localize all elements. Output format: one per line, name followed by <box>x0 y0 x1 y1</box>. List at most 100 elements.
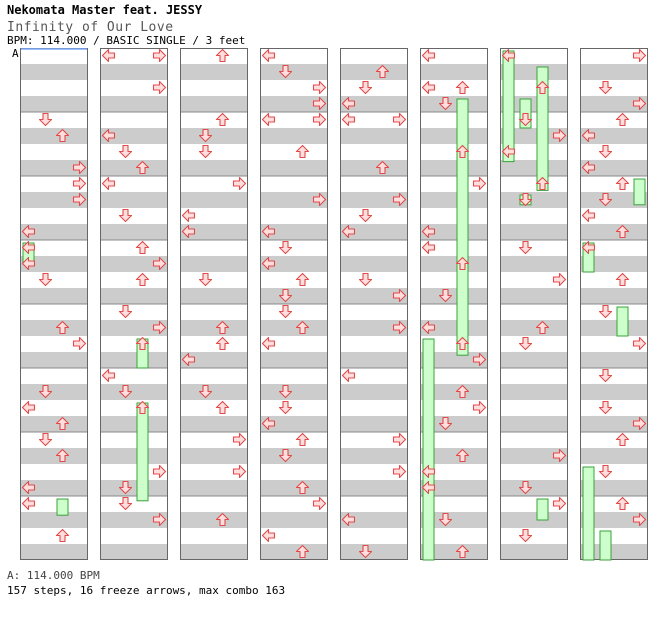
step-down-arrow <box>598 400 613 415</box>
song-title: Infinity of Our Love <box>7 20 174 35</box>
freeze-arrow <box>136 402 149 502</box>
beat-stripe <box>20 128 88 144</box>
step-up-arrow <box>295 272 310 287</box>
beat-stripe <box>20 256 88 272</box>
step-up-arrow <box>135 400 150 415</box>
step-up-arrow <box>455 144 470 159</box>
step-down-arrow <box>598 80 613 95</box>
step-left-arrow <box>421 480 436 495</box>
beat-stripe <box>260 544 328 560</box>
step-down-arrow <box>598 464 613 479</box>
step-down-arrow <box>118 384 133 399</box>
step-right-arrow <box>552 272 567 287</box>
beat-stripe <box>20 448 88 464</box>
beat-stripe <box>420 352 488 368</box>
step-left-arrow <box>21 240 36 255</box>
beat-stripe <box>100 320 168 336</box>
beat-stripe <box>180 256 248 272</box>
step-up-arrow <box>295 144 310 159</box>
step-right-arrow <box>152 320 167 335</box>
beat-stripe <box>260 160 328 176</box>
step-left-arrow <box>261 336 276 351</box>
beat-stripe <box>180 320 248 336</box>
beat-stripe <box>420 128 488 144</box>
step-up-arrow <box>455 384 470 399</box>
step-left-arrow <box>341 96 356 111</box>
step-right-arrow <box>472 400 487 415</box>
bpm-marker: A <box>12 47 19 60</box>
step-up-arrow <box>615 112 630 127</box>
freeze-arrow <box>456 98 469 356</box>
bpm-legend: A: 114.000 BPM <box>7 569 100 582</box>
beat-stripe <box>340 96 408 112</box>
beat-stripe <box>180 64 248 80</box>
step-down-arrow <box>518 192 533 207</box>
freeze-arrow <box>633 178 646 206</box>
step-left-arrow <box>341 112 356 127</box>
step-chart <box>20 48 648 561</box>
step-right-arrow <box>392 320 407 335</box>
beat-stripe <box>20 192 88 208</box>
step-right-arrow <box>312 496 327 511</box>
beat-stripe <box>260 480 328 496</box>
step-right-arrow <box>152 464 167 479</box>
beat-stripe <box>260 416 328 432</box>
beat-stripe <box>260 128 328 144</box>
beat-stripe <box>100 512 168 528</box>
step-up-arrow <box>215 512 230 527</box>
step-left-arrow <box>261 256 276 271</box>
beat-stripe <box>260 288 328 304</box>
beat-stripe <box>100 544 168 560</box>
step-up-arrow <box>615 272 630 287</box>
beat-stripe <box>260 320 328 336</box>
beat-stripe <box>20 160 88 176</box>
step-right-arrow <box>552 128 567 143</box>
freeze-arrow <box>582 466 595 561</box>
step-up-arrow <box>455 544 470 559</box>
beat-stripe <box>180 192 248 208</box>
step-up-arrow <box>535 320 550 335</box>
beat-stripe <box>180 288 248 304</box>
step-down-arrow <box>278 304 293 319</box>
step-down-arrow <box>438 416 453 431</box>
step-down-arrow <box>198 144 213 159</box>
step-up-arrow <box>535 176 550 191</box>
step-down-arrow <box>118 304 133 319</box>
beat-stripe <box>340 480 408 496</box>
step-up-arrow <box>615 224 630 239</box>
step-right-arrow <box>232 464 247 479</box>
beat-stripe <box>180 160 248 176</box>
step-up-arrow <box>55 320 70 335</box>
step-right-arrow <box>152 48 167 63</box>
beat-stripe <box>100 256 168 272</box>
beat-stripe <box>420 288 488 304</box>
step-down-arrow <box>598 192 613 207</box>
beat-stripe <box>180 416 248 432</box>
chart-stats: 157 steps, 16 freeze arrows, max combo 1… <box>7 584 286 597</box>
step-right-arrow <box>552 496 567 511</box>
beat-stripe <box>100 128 168 144</box>
step-up-arrow <box>455 80 470 95</box>
beat-stripe <box>420 224 488 240</box>
step-left-arrow <box>501 48 516 63</box>
beat-stripe <box>20 64 88 80</box>
beat-stripe <box>340 352 408 368</box>
step-right-arrow <box>632 416 647 431</box>
chart-meta: BPM: 114.000 / BASIC SINGLE / 3 feet <box>7 34 246 47</box>
beat-stripe <box>340 128 408 144</box>
step-right-arrow <box>72 160 87 175</box>
beat-stripe <box>500 160 568 176</box>
step-right-arrow <box>632 96 647 111</box>
beat-stripe <box>500 448 568 464</box>
step-up-arrow <box>55 448 70 463</box>
beat-stripe <box>500 480 568 496</box>
beat-stripe <box>20 512 88 528</box>
beat-stripe <box>340 448 408 464</box>
step-left-arrow <box>261 48 276 63</box>
beat-stripe <box>340 64 408 80</box>
beat-stripe <box>260 384 328 400</box>
step-right-arrow <box>72 336 87 351</box>
step-right-arrow <box>392 112 407 127</box>
beat-stripe <box>180 480 248 496</box>
step-down-arrow <box>38 432 53 447</box>
